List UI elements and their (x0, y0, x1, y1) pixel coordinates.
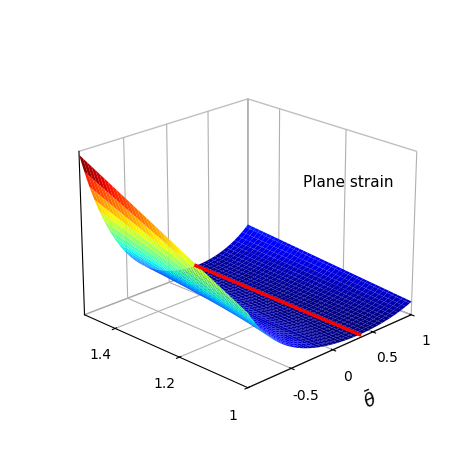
X-axis label: $\bar{\theta}$: $\bar{\theta}$ (360, 388, 380, 413)
